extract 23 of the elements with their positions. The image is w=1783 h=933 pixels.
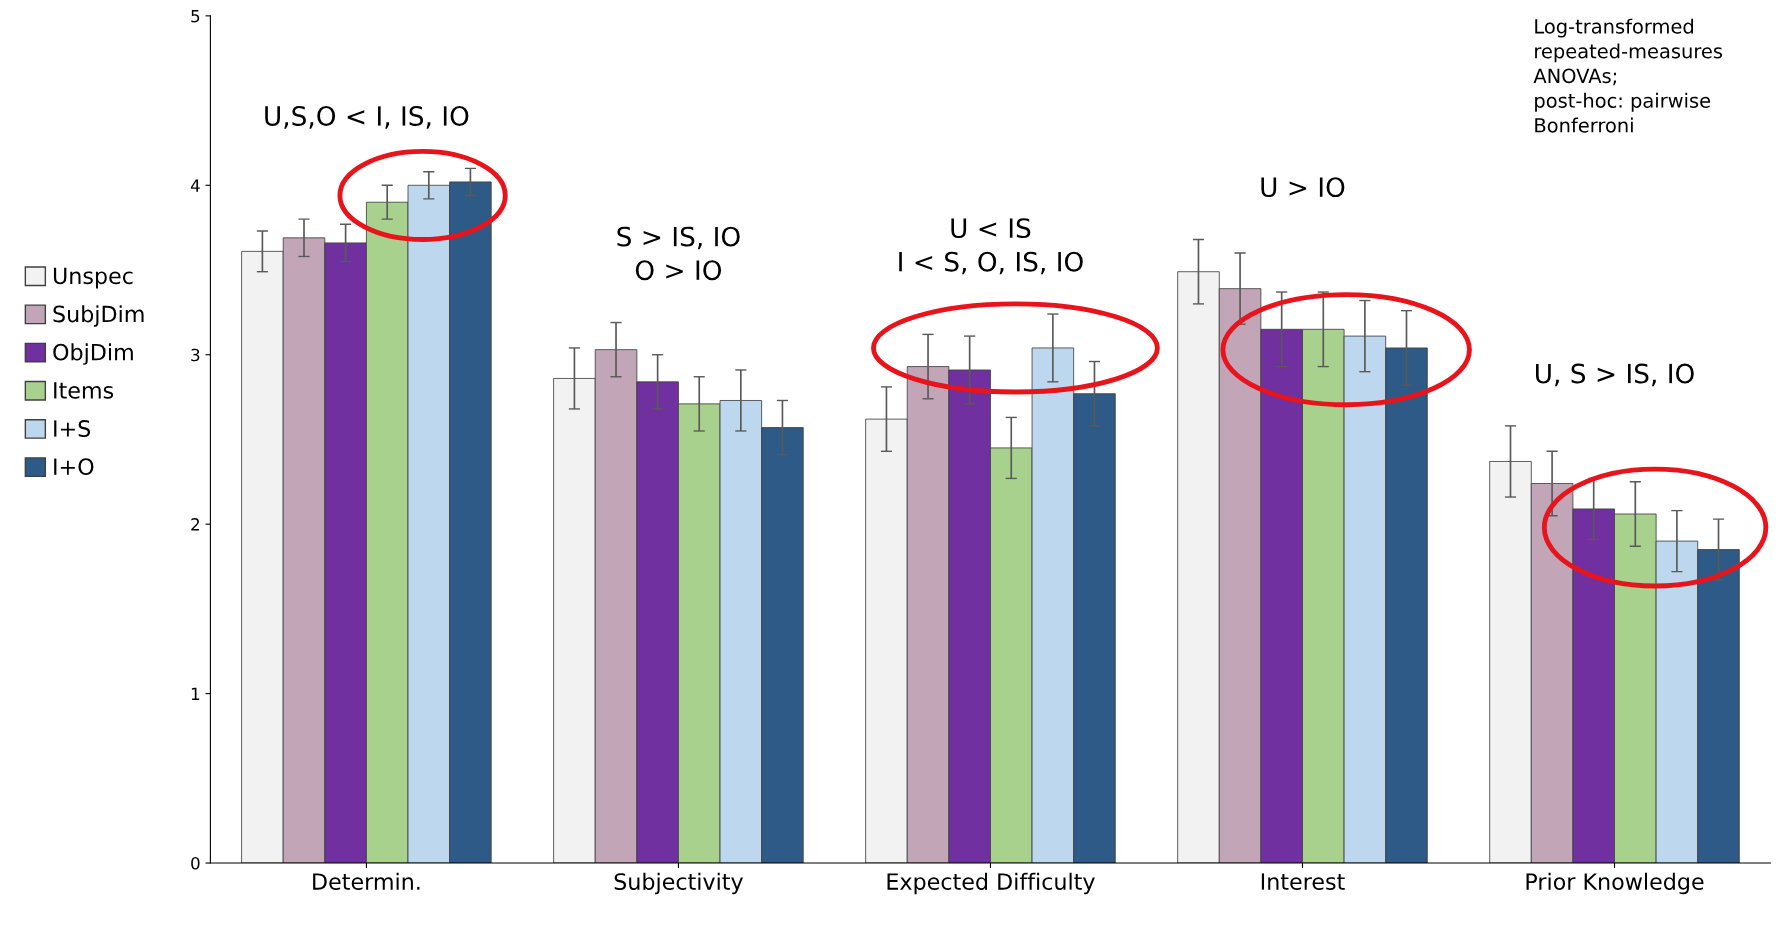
annotation: Log-transformed repeated-measures ANOVAs; post-hoc: pairwise Bonferroni [1533, 18, 1723, 133]
legend-label: I+S [54, 420, 91, 437]
y-tick-label: 2 [191, 518, 199, 531]
y-tick-label: 4 [190, 179, 200, 192]
y-tick-label: 3 [191, 348, 200, 362]
x-tick-label: Prior Knowledge [1526, 872, 1704, 895]
x-tick-label: Expected Difficulty [887, 872, 1095, 895]
x-tick-label: Interest [1261, 873, 1345, 890]
annotation: U,S,O < I, IS, IO [265, 106, 469, 129]
x-tick-label: Determin. [313, 872, 420, 890]
annotation: U, S > IS, IO [1536, 363, 1694, 387]
legend-label: Unspec [53, 267, 133, 289]
legend-label: Items [54, 382, 114, 399]
y-tick-label: 5 [191, 10, 200, 23]
x-tick-label: Subjectivity [614, 872, 743, 895]
annotation: S > IS, IO O > IO [617, 226, 740, 281]
y-tick-label: 0 [191, 856, 200, 870]
legend-label: SubjDim [53, 305, 144, 327]
annotation: U < IS I < S, O, IS, IO [899, 218, 1083, 275]
annotation: U > IO [1261, 177, 1345, 198]
legend-label: I+O [54, 458, 94, 476]
legend-label: ObjDim [53, 343, 133, 365]
y-tick-label: 1 [191, 687, 200, 700]
